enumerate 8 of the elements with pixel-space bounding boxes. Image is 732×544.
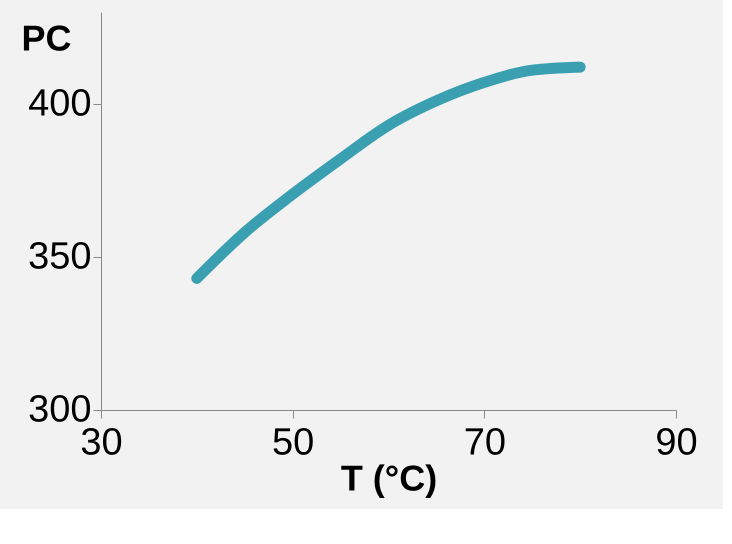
x-tick-label: 90 — [655, 422, 698, 464]
x-axis-title: T (°C) — [340, 458, 438, 498]
x-tick-label: 70 — [464, 422, 506, 464]
y-tick-label: 350 — [28, 235, 92, 278]
x-tick-label: 50 — [272, 422, 314, 464]
y-axis-title: PC — [21, 18, 72, 58]
y-tick-label: 400 — [28, 82, 92, 124]
x-tick-label: 30 — [80, 422, 123, 464]
